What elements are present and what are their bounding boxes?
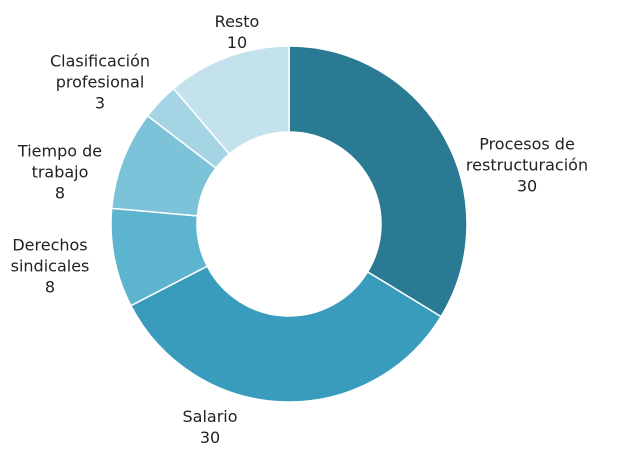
- slice-label: Clasificación profesional 3: [50, 51, 150, 114]
- slice-name: Tiempo de trabajo: [17, 141, 103, 182]
- slice-value: 3: [94, 93, 106, 113]
- slice-name: Salario: [182, 407, 238, 426]
- slice-value: 30: [516, 176, 538, 196]
- slice-label: Derechos sindicales 8: [11, 235, 90, 298]
- slice-value: 30: [199, 428, 221, 447]
- slice-name: Clasificación profesional: [49, 51, 151, 92]
- slice-value: 8: [54, 183, 66, 203]
- slice-label: Tiempo de trabajo 8: [18, 141, 102, 204]
- slice-name: Derechos sindicales: [10, 235, 90, 276]
- slice-name: Resto: [214, 12, 260, 31]
- slice-name: Procesos de restructuración: [465, 134, 589, 175]
- donut-slice: [288, 45, 468, 318]
- donut-slice: [129, 265, 443, 403]
- donut-slice: [172, 45, 290, 156]
- slice-value: 8: [44, 277, 56, 297]
- slice-label: Resto 10: [215, 11, 260, 53]
- slice-label: Procesos de restructuración 30: [466, 134, 588, 197]
- slice-value: 10: [226, 33, 248, 52]
- slice-label: Salario 30: [182, 406, 237, 448]
